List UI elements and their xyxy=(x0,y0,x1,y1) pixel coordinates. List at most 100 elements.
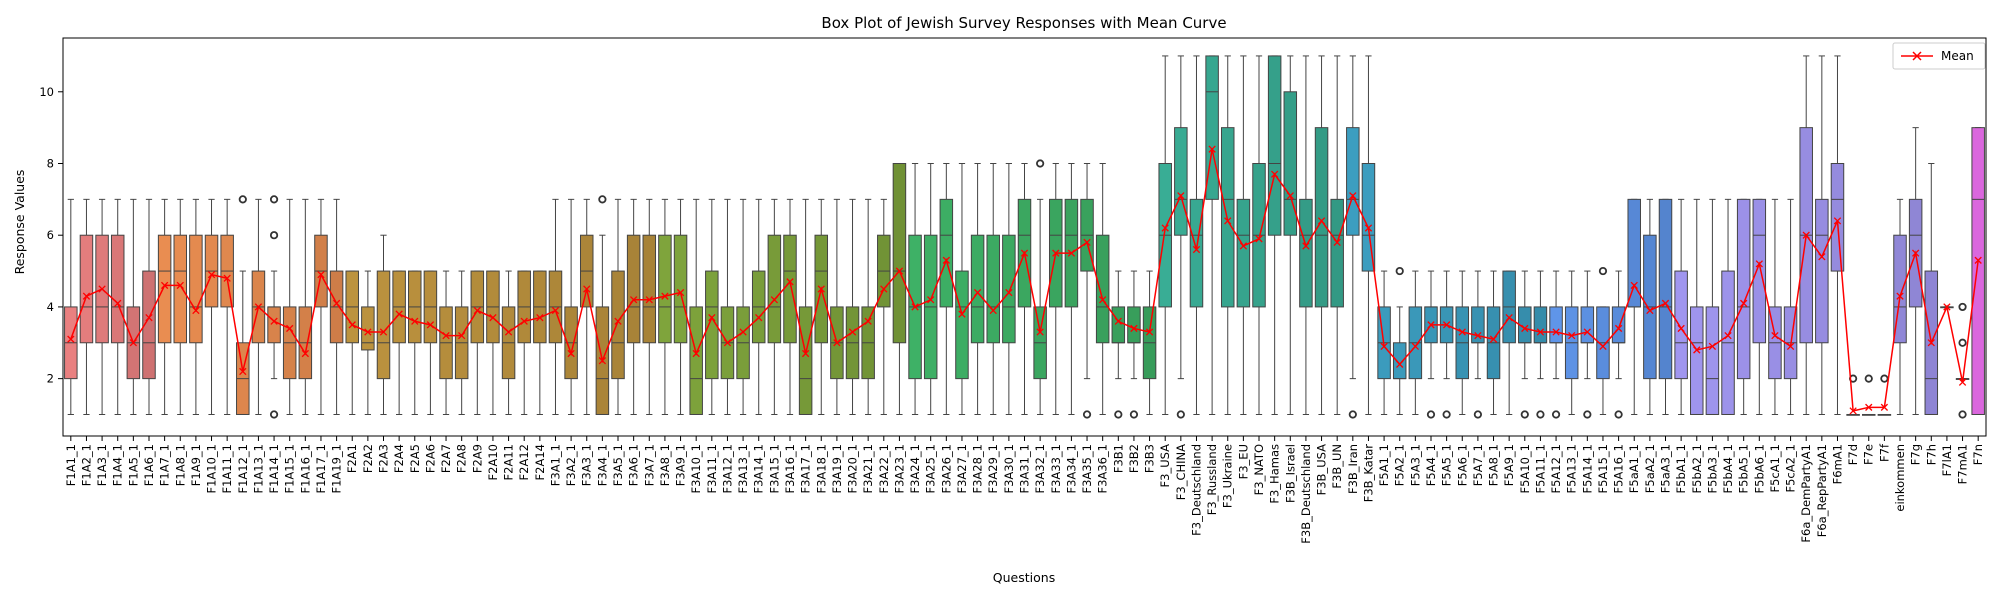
box-F5A16_1 xyxy=(1611,270,1626,419)
x-tick-label: F1A8_1 xyxy=(173,444,187,486)
box-F2A10 xyxy=(486,270,500,415)
mean-marker xyxy=(411,317,419,325)
mean-marker xyxy=(598,357,607,365)
box-F3A26_1 xyxy=(939,162,954,415)
box-F2A3 xyxy=(376,234,391,415)
x-tick-label: F3A6_1 xyxy=(627,444,641,486)
x-tick-label: F1A15_1 xyxy=(283,444,297,494)
outlier-point xyxy=(1551,410,1561,419)
x-tick-label: F1A7_1 xyxy=(158,444,172,486)
box-F3A8_1 xyxy=(658,198,672,415)
box-body xyxy=(1095,234,1110,344)
y-tick-label: 6 xyxy=(47,228,54,242)
box-body xyxy=(1830,162,1845,272)
box-F5bA4_1 xyxy=(1721,198,1735,415)
box-F3A31_1 xyxy=(1017,162,1032,415)
mean-marker xyxy=(1224,217,1232,225)
box-F3B3 xyxy=(1142,270,1157,415)
x-tick-label: F1A13_1 xyxy=(251,444,265,494)
mean-marker xyxy=(1161,224,1169,232)
outlier-point xyxy=(1426,410,1436,419)
box-F2A4 xyxy=(392,270,406,415)
box-body xyxy=(1627,198,1641,308)
x-tick-label: F3A9_1 xyxy=(674,444,688,486)
x-tick-label: F3A33_1 xyxy=(1049,444,1063,494)
outlier-point xyxy=(1348,410,1357,419)
mean-marker xyxy=(1505,314,1513,322)
outlier-point xyxy=(1880,374,1889,383)
mean-marker xyxy=(1818,253,1826,261)
mean-marker xyxy=(1896,292,1904,300)
mean-marker xyxy=(1677,324,1685,333)
x-tick-label: F2A7 xyxy=(439,444,453,473)
x-tick-label: F7e xyxy=(1862,444,1876,465)
x-tick-label: F3A30_1 xyxy=(1002,444,1016,494)
x-tick-label: F5cA1_1 xyxy=(1768,444,1782,493)
x-tick-label: F5A11_1 xyxy=(1533,444,1547,494)
mean-marker xyxy=(1693,346,1701,354)
mean-marker xyxy=(1364,224,1373,232)
mean-marker xyxy=(1192,245,1201,254)
x-tick-label: F3A23_1 xyxy=(892,444,906,494)
box-F3A24_1 xyxy=(908,162,922,415)
x-tick-label: F7d xyxy=(1846,444,1860,465)
box-F5bA5_1 xyxy=(1736,198,1751,415)
mean-marker xyxy=(1333,238,1341,247)
box-body xyxy=(110,234,125,344)
box-F1A3_1 xyxy=(95,198,109,415)
outlier-point xyxy=(1958,338,1967,347)
box-body xyxy=(189,234,203,344)
x-tick-label: F1A10_1 xyxy=(205,444,219,494)
box-F1A8_1 xyxy=(173,198,188,415)
box-body xyxy=(1127,306,1141,344)
box-F2A8 xyxy=(454,270,469,415)
outlier-point xyxy=(1114,410,1123,419)
mean-marker xyxy=(1427,321,1435,329)
outlier-point xyxy=(269,195,279,204)
x-tick-label: F5bA6_1 xyxy=(1752,444,1766,493)
box-F3B1 xyxy=(1111,270,1126,419)
box-F3B_Katar xyxy=(1361,55,1376,415)
box-body xyxy=(376,270,391,380)
box-body xyxy=(267,306,281,344)
box-F2A9 xyxy=(470,270,485,415)
mean-marker xyxy=(1911,249,1920,257)
x-tick-label: F3_CHINA xyxy=(1174,444,1188,500)
x-tick-label: F3B_Katar xyxy=(1361,444,1375,503)
box-body xyxy=(157,234,172,344)
box-body xyxy=(173,234,188,344)
x-tick-label: F6mA1 xyxy=(1830,444,1844,484)
x-tick-label: F3B_USA xyxy=(1315,444,1329,496)
mean-marker xyxy=(1552,328,1560,336)
x-tick-label: F3_Hamas xyxy=(1268,444,1282,504)
box-F5bA1_1 xyxy=(1674,198,1688,415)
box-body xyxy=(1971,127,1985,415)
box-F3A2_1 xyxy=(564,198,578,415)
x-tick-label: F7n xyxy=(1971,444,1985,465)
outlier-point xyxy=(269,231,279,240)
box-F5aA3_1 xyxy=(1658,198,1673,415)
box-F3A16_1 xyxy=(783,198,797,415)
box-body xyxy=(626,234,641,344)
mean-marker xyxy=(1630,281,1638,290)
x-tick-label: F3A8_1 xyxy=(658,444,672,486)
x-tick-label: F1A11_1 xyxy=(220,444,234,494)
mean-marker xyxy=(1755,260,1763,268)
x-tick-label: F3A26_1 xyxy=(939,444,953,494)
mean-marker xyxy=(723,339,732,347)
mean-marker xyxy=(629,296,638,304)
x-tick-label: F3A22_1 xyxy=(877,444,891,494)
mean-marker xyxy=(1083,238,1091,247)
x-tick-label: F3A3_1 xyxy=(580,444,594,486)
box-F5bA3_1 xyxy=(1705,198,1720,415)
mean-marker xyxy=(1458,328,1466,336)
box-F1A2_1 xyxy=(79,198,94,415)
mean-marker xyxy=(786,278,794,286)
x-tick-label: F5A8_1 xyxy=(1487,444,1501,486)
mean-marker xyxy=(270,317,278,325)
mean-marker xyxy=(426,321,435,329)
box-F3A11_1 xyxy=(705,198,719,415)
x-tick-label: F5A7_1 xyxy=(1471,444,1485,486)
box-F3A9_1 xyxy=(673,198,688,415)
x-tick-label: F3A29_1 xyxy=(986,444,1000,494)
